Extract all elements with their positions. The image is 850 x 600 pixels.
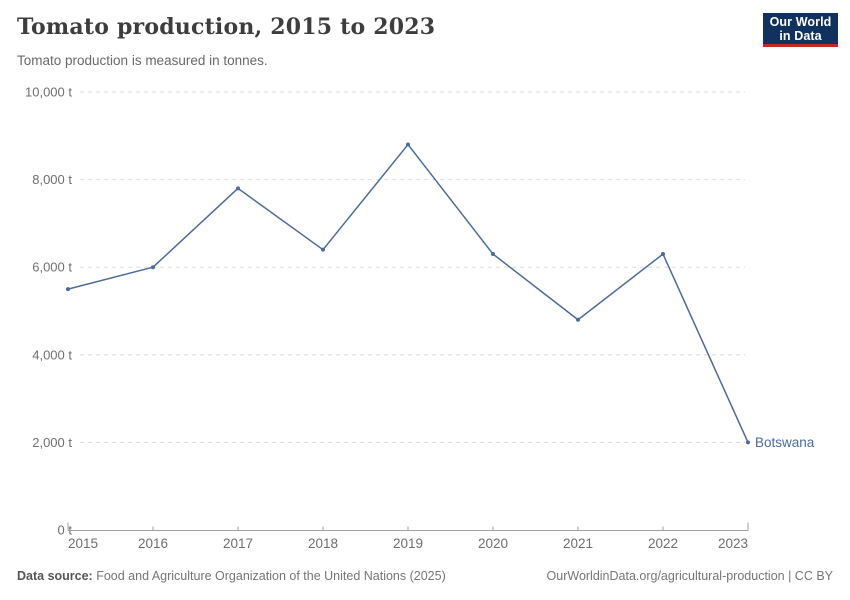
x-axis-label: 2022 <box>648 536 678 551</box>
x-axis-label: 2015 <box>68 536 98 551</box>
data-point[interactable] <box>661 252 665 257</box>
y-axis-tick-label: 8,000 t <box>32 172 72 187</box>
owid-logo-line2: in Data <box>779 28 822 43</box>
data-line[interactable] <box>67 143 749 443</box>
y-axis-tick-label: 10,000 t <box>25 85 72 100</box>
data-point[interactable] <box>746 440 750 445</box>
chart-subtitle: Tomato production is measured in tonnes. <box>17 53 268 68</box>
data-point[interactable] <box>321 247 325 252</box>
x-axis-label: 2020 <box>478 536 508 551</box>
y-axis-tick-label: 2,000 t <box>32 435 72 450</box>
owid-logo-line1: Our World <box>769 14 832 29</box>
x-axis-label: 2016 <box>138 536 168 551</box>
data-point[interactable] <box>576 317 580 322</box>
data-source: Data source: Food and Agriculture Organi… <box>17 569 446 583</box>
x-axis-label: 2021 <box>563 536 593 551</box>
data-point[interactable] <box>66 287 70 292</box>
data-point[interactable] <box>236 186 240 191</box>
data-source-text: Food and Agriculture Organization of the… <box>96 569 446 583</box>
data-point[interactable] <box>491 252 495 257</box>
y-axis-tick-label: 6,000 t <box>32 260 72 275</box>
y-axis-tick-label: 0 t <box>58 523 73 538</box>
chart-footer: Data source: Food and Agriculture Organi… <box>17 569 833 583</box>
owid-logo[interactable]: Our World in Data <box>763 13 838 47</box>
line-chart: 0 t 2,000 t 4,000 t 6,000 t 8,000 t 10,000 t 2… <box>25 85 815 552</box>
x-axis-label: 2019 <box>393 536 423 551</box>
data-source-label: Data source: <box>17 569 93 583</box>
series-label: Botswana <box>755 435 815 450</box>
x-axis-label: 2017 <box>223 536 253 551</box>
y-axis-tick-label: 4,000 t <box>32 347 72 362</box>
data-point[interactable] <box>406 142 410 147</box>
data-point[interactable] <box>151 265 155 270</box>
x-axis-label: 2023 <box>718 536 748 551</box>
x-axis-label: 2018 <box>308 536 338 551</box>
page-title: Tomato production, 2015 to 2023 <box>17 14 436 40</box>
credit-link[interactable]: OurWorldinData.org/agricultural-producti… <box>546 569 833 583</box>
